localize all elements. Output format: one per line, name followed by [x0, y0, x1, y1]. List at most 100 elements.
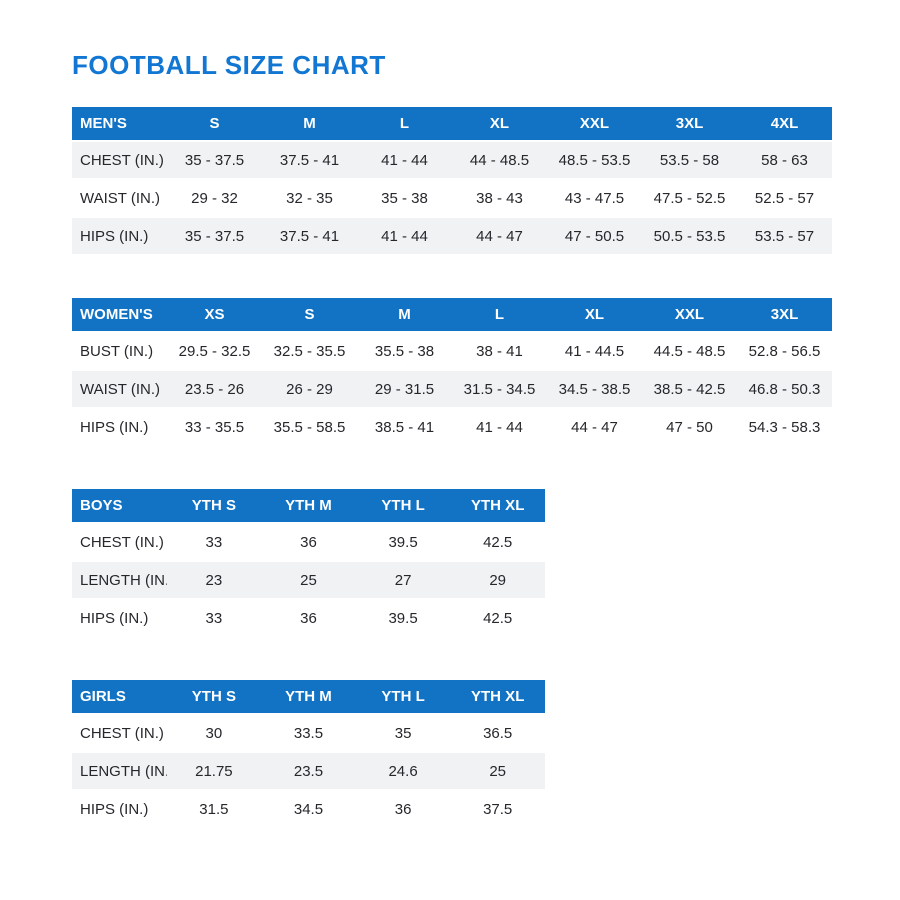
table-header-row: GIRLS YTH S YTH M YTH L YTH XL — [72, 680, 545, 715]
size-column-header: M — [262, 107, 357, 142]
size-value: 38.5 - 42.5 — [642, 369, 737, 409]
size-value: 39.5 — [355, 598, 451, 638]
size-value: 44 - 47 — [452, 216, 547, 256]
size-value: 36 — [261, 522, 356, 562]
size-column-header: YTH XL — [450, 680, 545, 715]
size-value: 26 - 29 — [262, 369, 357, 409]
size-value: 37.5 — [450, 789, 545, 829]
size-value: 41 - 44 — [357, 140, 452, 180]
size-table-mens: MEN'S S M L XL XXL 3XL 4XL CHEST (IN.) 35 - 37.5 3… — [72, 107, 832, 256]
size-value: 37.5 - 41 — [262, 216, 357, 256]
size-column-header: L — [357, 107, 452, 142]
size-value: 35 — [355, 713, 451, 753]
size-value: 50.5 - 53.5 — [642, 216, 737, 256]
table-row: HIPS (IN.) 33 36 39.5 42.5 — [72, 598, 545, 638]
size-table-boys: BOYS YTH S YTH M YTH L YTH XL CHEST (IN.) 33 36… — [72, 489, 545, 638]
table-row: HIPS (IN.) 33 - 35.5 35.5 - 58.5 38.5 - 41 4… — [72, 407, 832, 447]
size-column-header: XXL — [547, 107, 642, 142]
size-value: 29.5 - 32.5 — [167, 331, 262, 371]
size-value: 29 - 31.5 — [357, 369, 452, 409]
table-row: LENGTH (IN.) 21.75 23.5 24.6 25 — [72, 751, 545, 791]
size-column-header: YTH L — [355, 680, 451, 715]
size-value: 47 - 50.5 — [547, 216, 642, 256]
size-value: 44 - 48.5 — [452, 140, 547, 180]
table-row: CHEST (IN.) 35 - 37.5 37.5 - 41 41 - 44 44 -… — [72, 140, 832, 180]
row-label: CHEST (IN.) — [72, 713, 167, 753]
row-label: LENGTH (IN.) — [72, 751, 167, 791]
size-column-header: YTH M — [261, 680, 356, 715]
row-label: BUST (IN.) — [72, 331, 167, 371]
size-value: 23.5 - 26 — [167, 369, 262, 409]
table-title: WOMEN'S — [72, 298, 167, 333]
row-label: WAIST (IN.) — [72, 178, 167, 218]
size-value: 35 - 38 — [357, 178, 452, 218]
row-label: CHEST (IN.) — [72, 140, 167, 180]
size-tables: MEN'S S M L XL XXL 3XL 4XL CHEST (IN.) 35 - 37.5 3… — [72, 107, 832, 829]
table-title: BOYS — [72, 489, 167, 524]
size-value: 36.5 — [450, 713, 545, 753]
size-value: 25 — [450, 751, 545, 791]
size-value: 54.3 - 58.3 — [737, 407, 832, 447]
table-title: GIRLS — [72, 680, 167, 715]
size-value: 30 — [166, 713, 262, 753]
size-value: 35.5 - 58.5 — [262, 407, 357, 447]
page-title: FOOTBALL SIZE CHART — [72, 50, 386, 80]
size-value: 34.5 — [261, 789, 356, 829]
table-header-row: BOYS YTH S YTH M YTH L YTH XL — [72, 489, 545, 524]
size-value: 41 - 44.5 — [547, 331, 642, 371]
size-column-header: 3XL — [737, 298, 832, 333]
table-row: CHEST (IN.) 33 36 39.5 42.5 — [72, 522, 545, 562]
size-value: 38 - 41 — [452, 331, 547, 371]
size-column-header: M — [357, 298, 452, 333]
size-value: 34.5 - 38.5 — [547, 369, 642, 409]
size-value: 21.75 — [166, 751, 262, 791]
size-value: 39.5 — [355, 522, 451, 562]
size-column-header: XS — [167, 298, 262, 333]
row-label: HIPS (IN.) — [72, 789, 167, 829]
row-label: HIPS (IN.) — [72, 407, 167, 447]
size-column-header: YTH M — [261, 489, 356, 524]
size-value: 41 - 44 — [357, 216, 452, 256]
size-value: 29 - 32 — [167, 178, 262, 218]
size-value: 42.5 — [450, 598, 545, 638]
size-value: 29 — [450, 560, 545, 600]
size-value: 25 — [261, 560, 356, 600]
size-value: 46.8 - 50.3 — [737, 369, 832, 409]
size-value: 52.8 - 56.5 — [737, 331, 832, 371]
size-value: 32 - 35 — [262, 178, 357, 218]
row-label: WAIST (IN.) — [72, 369, 167, 409]
table-row: BUST (IN.) 29.5 - 32.5 32.5 - 35.5 35.5 - 3… — [72, 331, 832, 371]
row-label: HIPS (IN.) — [72, 598, 167, 638]
size-value: 35 - 37.5 — [167, 140, 262, 180]
size-value: 33 - 35.5 — [167, 407, 262, 447]
size-column-header: 3XL — [642, 107, 737, 142]
size-chart-page: FOOTBALL SIZE CHART MEN'S S M L XL XXL 3XL 4XL C… — [72, 50, 832, 829]
size-value: 31.5 - 34.5 — [452, 369, 547, 409]
size-column-header: XXL — [642, 298, 737, 333]
table-row: CHEST (IN.) 30 33.5 35 36.5 — [72, 713, 545, 753]
size-value: 33.5 — [261, 713, 356, 753]
row-label: LENGTH (IN.) — [72, 560, 167, 600]
size-value: 33 — [166, 522, 262, 562]
table-header-row: WOMEN'S XS S M L XL XXL 3XL — [72, 298, 832, 333]
table-header-row: MEN'S S M L XL XXL 3XL 4XL — [72, 107, 832, 142]
size-value: 44 - 47 — [547, 407, 642, 447]
size-value: 23.5 — [261, 751, 356, 791]
size-value: 33 — [166, 598, 262, 638]
size-column-header: YTH XL — [450, 489, 545, 524]
table-row: WAIST (IN.) 23.5 - 26 26 - 29 29 - 31.5 31.5… — [72, 369, 832, 409]
size-value: 52.5 - 57 — [737, 178, 832, 218]
size-value: 32.5 - 35.5 — [262, 331, 357, 371]
size-value: 37.5 - 41 — [262, 140, 357, 180]
size-value: 35.5 - 38 — [357, 331, 452, 371]
table-row: WAIST (IN.) 29 - 32 32 - 35 35 - 38 38 - 43 4… — [72, 178, 832, 218]
size-column-header: YTH S — [166, 680, 262, 715]
size-value: 38.5 - 41 — [357, 407, 452, 447]
size-value: 27 — [355, 560, 451, 600]
size-value: 53.5 - 58 — [642, 140, 737, 180]
size-value: 31.5 — [166, 789, 262, 829]
size-value: 35 - 37.5 — [167, 216, 262, 256]
size-value: 36 — [261, 598, 356, 638]
size-value: 53.5 - 57 — [737, 216, 832, 256]
